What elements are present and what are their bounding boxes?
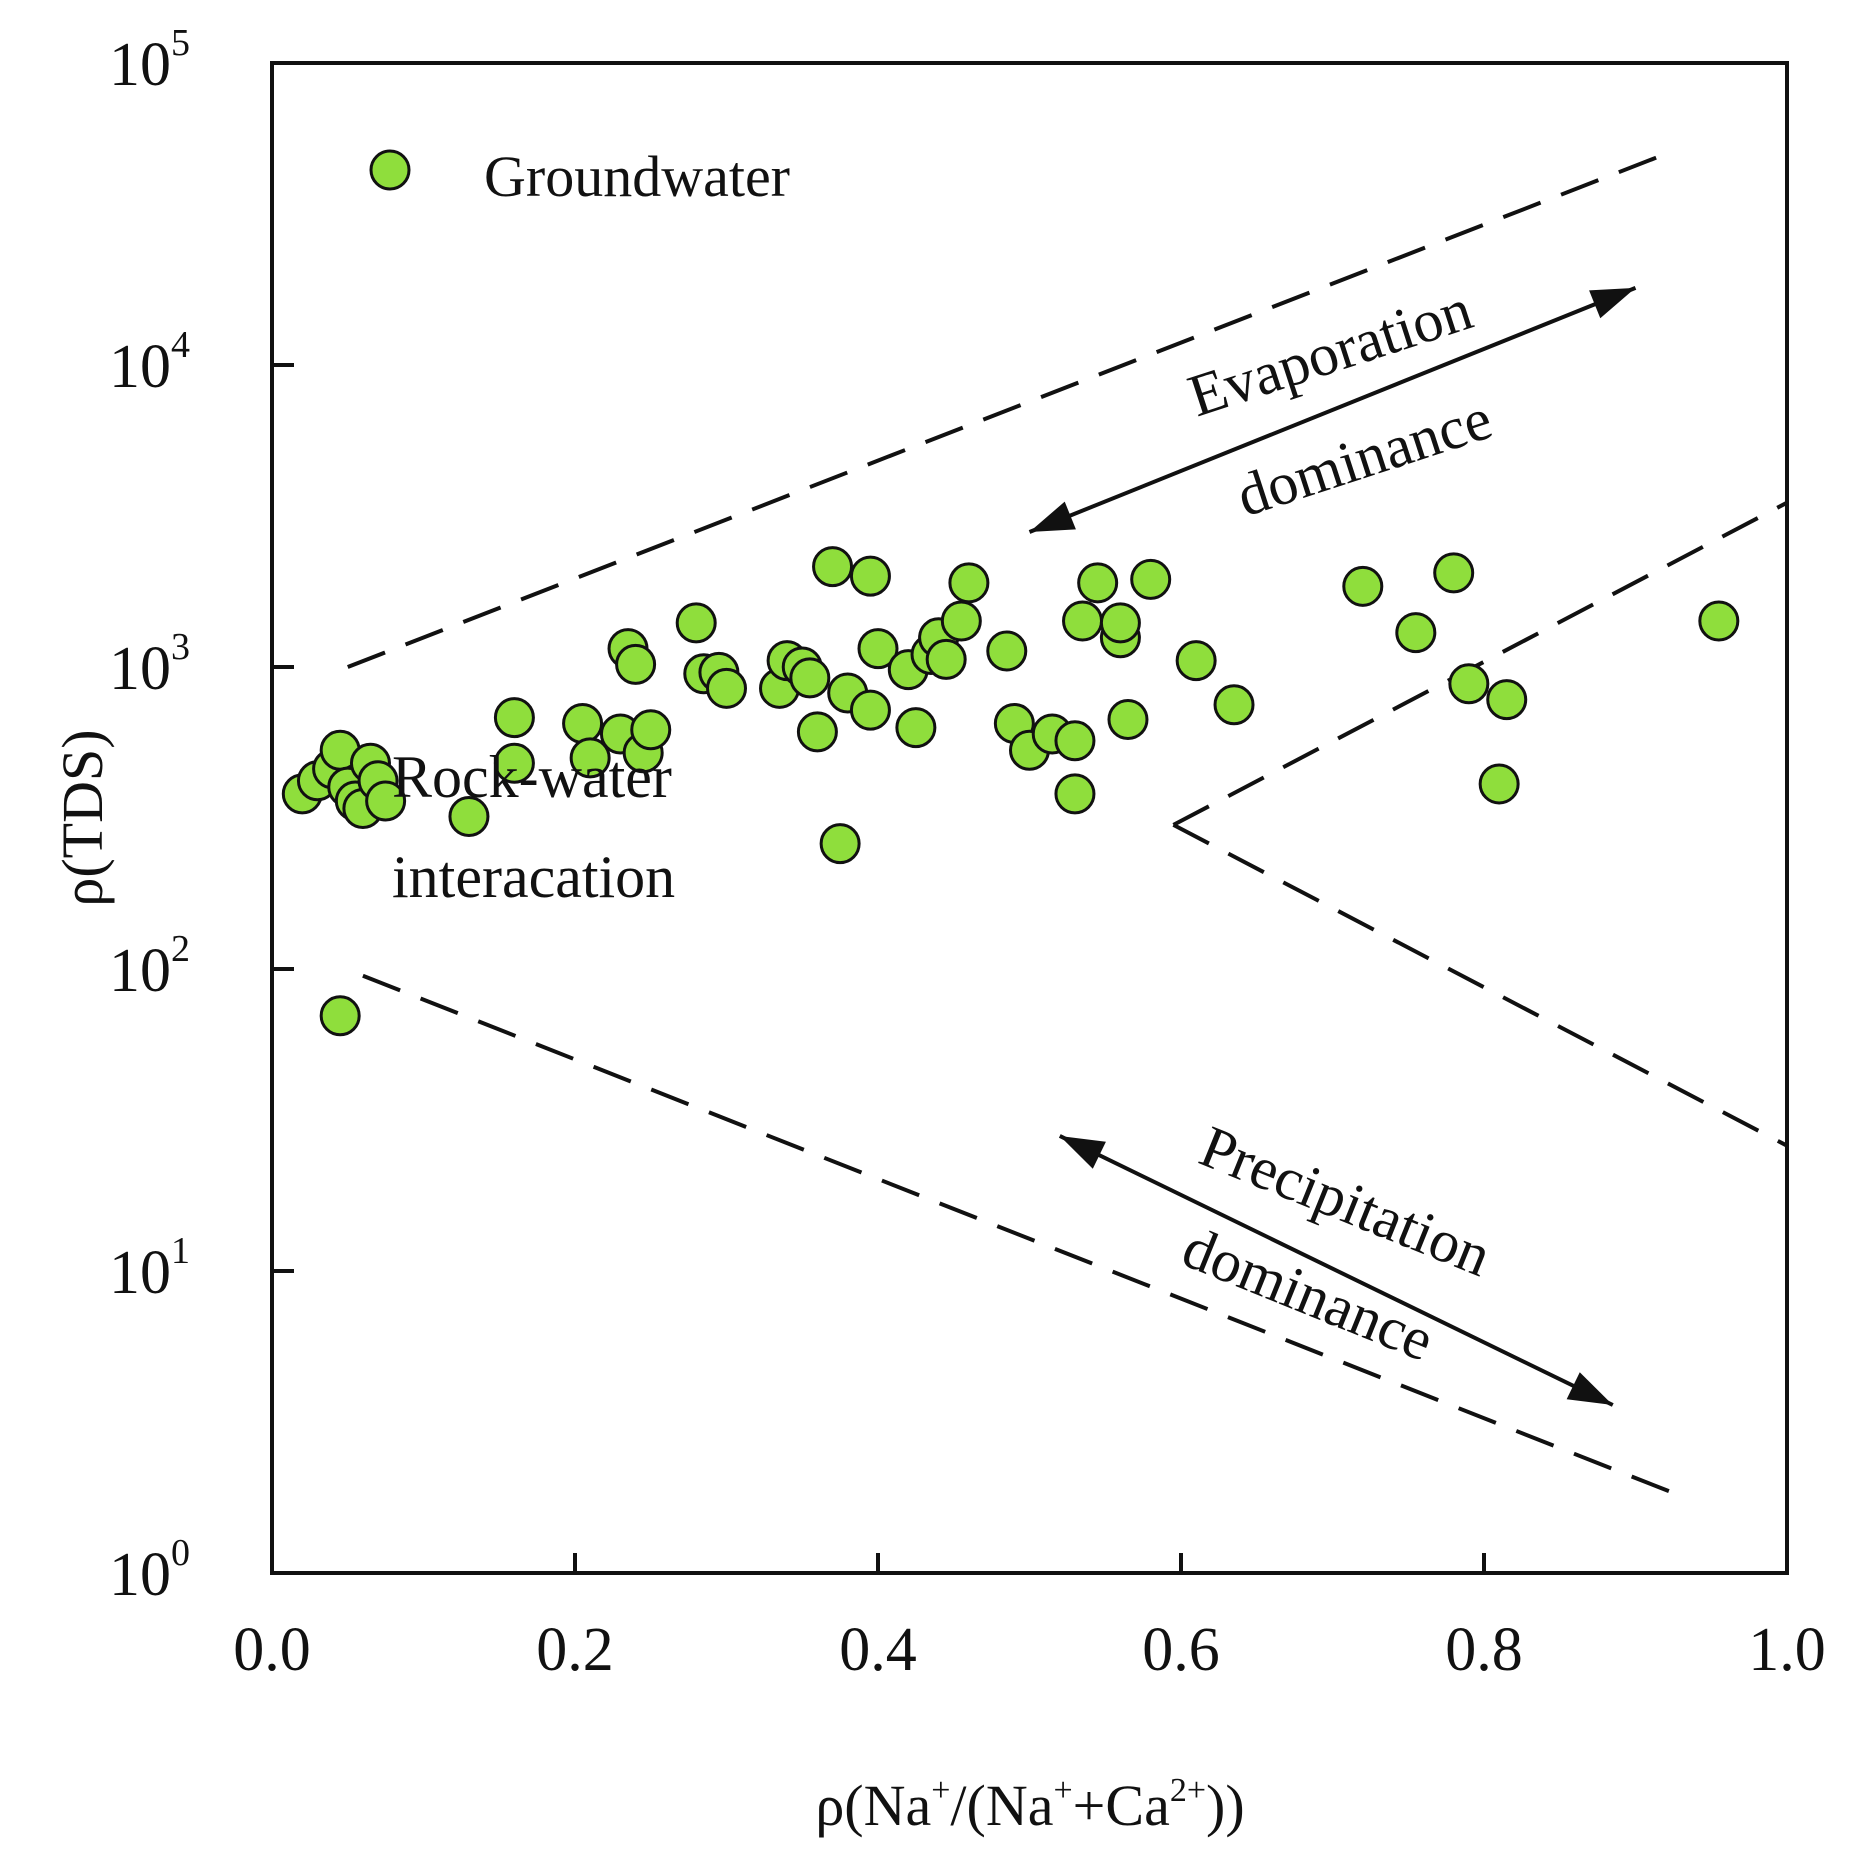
data-point xyxy=(857,628,899,670)
data-point xyxy=(895,707,937,749)
data-point xyxy=(1077,562,1119,604)
data-point xyxy=(1478,763,1520,805)
data-point xyxy=(849,689,891,731)
y-axis-title: ρ(TDS) xyxy=(50,729,115,906)
x-tick-label: 0.4 xyxy=(839,1616,917,1684)
legend: Groundwater xyxy=(369,144,790,209)
data-point xyxy=(940,600,982,642)
rock-water-annotation: Rock-water interacation xyxy=(392,744,675,910)
data-point xyxy=(1054,720,1096,762)
y-tick-label: 105 xyxy=(109,22,190,99)
data-point xyxy=(789,657,831,699)
y-tick-label: 101 xyxy=(109,1230,190,1307)
data-point xyxy=(1486,679,1528,721)
boundary-line-lower xyxy=(362,973,1682,1498)
evaporation-arrow-shaft xyxy=(1028,286,1637,534)
x-tick-label: 1.0 xyxy=(1748,1616,1826,1684)
data-point xyxy=(1054,773,1096,815)
trend-arrows xyxy=(1028,286,1637,1407)
data-point xyxy=(1433,552,1475,594)
plot-frame xyxy=(270,61,1789,1575)
x-tick-label: 0.8 xyxy=(1445,1616,1523,1684)
data-point xyxy=(1213,684,1255,726)
data-point xyxy=(1175,640,1217,682)
legend-marker xyxy=(369,149,411,191)
precipitation-arrow-head-end xyxy=(1566,1372,1613,1405)
data-point xyxy=(1698,600,1740,642)
x-tick-label: 0.6 xyxy=(1142,1616,1220,1684)
data-point xyxy=(562,703,604,745)
data-point xyxy=(365,780,407,822)
data-point xyxy=(493,697,535,739)
data-point xyxy=(1395,612,1437,654)
data-point xyxy=(812,546,854,588)
data-point xyxy=(630,709,672,751)
evaporation-arrow-head-end xyxy=(1589,287,1636,319)
y-tick-label: 103 xyxy=(109,626,190,703)
rock-water-label-line2: interacation xyxy=(392,844,675,910)
boundary-line-upper xyxy=(347,152,1667,669)
data-point xyxy=(986,630,1028,672)
precipitation-annotation: Precipitation dominance xyxy=(1174,1113,1500,1374)
precipitation-arrow-shaft xyxy=(1058,1134,1614,1407)
data-point xyxy=(493,742,535,784)
x-tick-label: 0.0 xyxy=(233,1616,311,1684)
evaporation-arrow-head-start xyxy=(1029,501,1076,532)
boundary-line-right-lower xyxy=(1172,823,1788,1148)
data-point xyxy=(448,795,490,837)
data-point xyxy=(1107,699,1149,741)
x-tick-label: 0.2 xyxy=(536,1616,614,1684)
data-point xyxy=(948,562,990,604)
boundary-line-right-upper xyxy=(1172,500,1788,827)
x-axis-ticks: 0.0 0.2 0.4 0.6 0.8 1.0 xyxy=(233,1553,1826,1684)
data-points xyxy=(281,546,1740,1037)
precipitation-arrow-head-start xyxy=(1059,1135,1106,1169)
data-point xyxy=(1099,602,1141,644)
data-point xyxy=(819,823,861,865)
data-point xyxy=(796,711,838,753)
rock-water-label-line1: Rock-water xyxy=(392,744,672,810)
data-point xyxy=(615,643,657,685)
data-point xyxy=(1130,558,1172,600)
y-tick-label: 104 xyxy=(109,324,190,401)
data-point xyxy=(1342,565,1384,607)
x-axis-title: ρ(Na+/(Na++Ca2+)) xyxy=(815,1772,1244,1838)
data-point xyxy=(1448,663,1490,705)
boundary-lines xyxy=(347,152,1788,1498)
data-point xyxy=(925,638,967,680)
data-point xyxy=(319,995,361,1037)
legend-label: Groundwater xyxy=(484,144,790,209)
y-tick-label: 100 xyxy=(109,1532,190,1609)
data-point xyxy=(1062,600,1104,642)
y-axis-ticks: 100 101 102 103 104 105 xyxy=(109,22,294,1609)
data-point xyxy=(849,555,891,597)
data-point xyxy=(706,667,747,709)
y-tick-label: 102 xyxy=(109,928,190,1005)
data-point xyxy=(675,602,717,644)
data-point xyxy=(569,737,611,779)
